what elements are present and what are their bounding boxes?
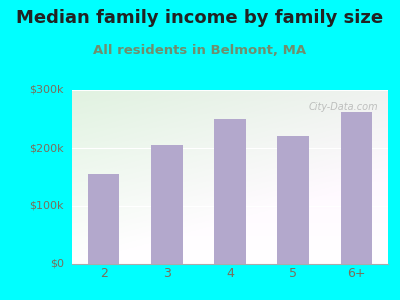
Text: Median family income by family size: Median family income by family size — [16, 9, 384, 27]
Bar — [341, 112, 372, 264]
Bar — [88, 174, 120, 264]
Text: All residents in Belmont, MA: All residents in Belmont, MA — [94, 44, 306, 56]
Text: $100k: $100k — [30, 201, 64, 211]
Text: $0: $0 — [50, 259, 64, 269]
Bar — [214, 119, 246, 264]
Text: $200k: $200k — [29, 143, 64, 153]
Bar — [151, 145, 182, 264]
Text: $300k: $300k — [30, 85, 64, 95]
Text: City-Data.com: City-Data.com — [309, 102, 378, 112]
Bar — [278, 136, 309, 264]
